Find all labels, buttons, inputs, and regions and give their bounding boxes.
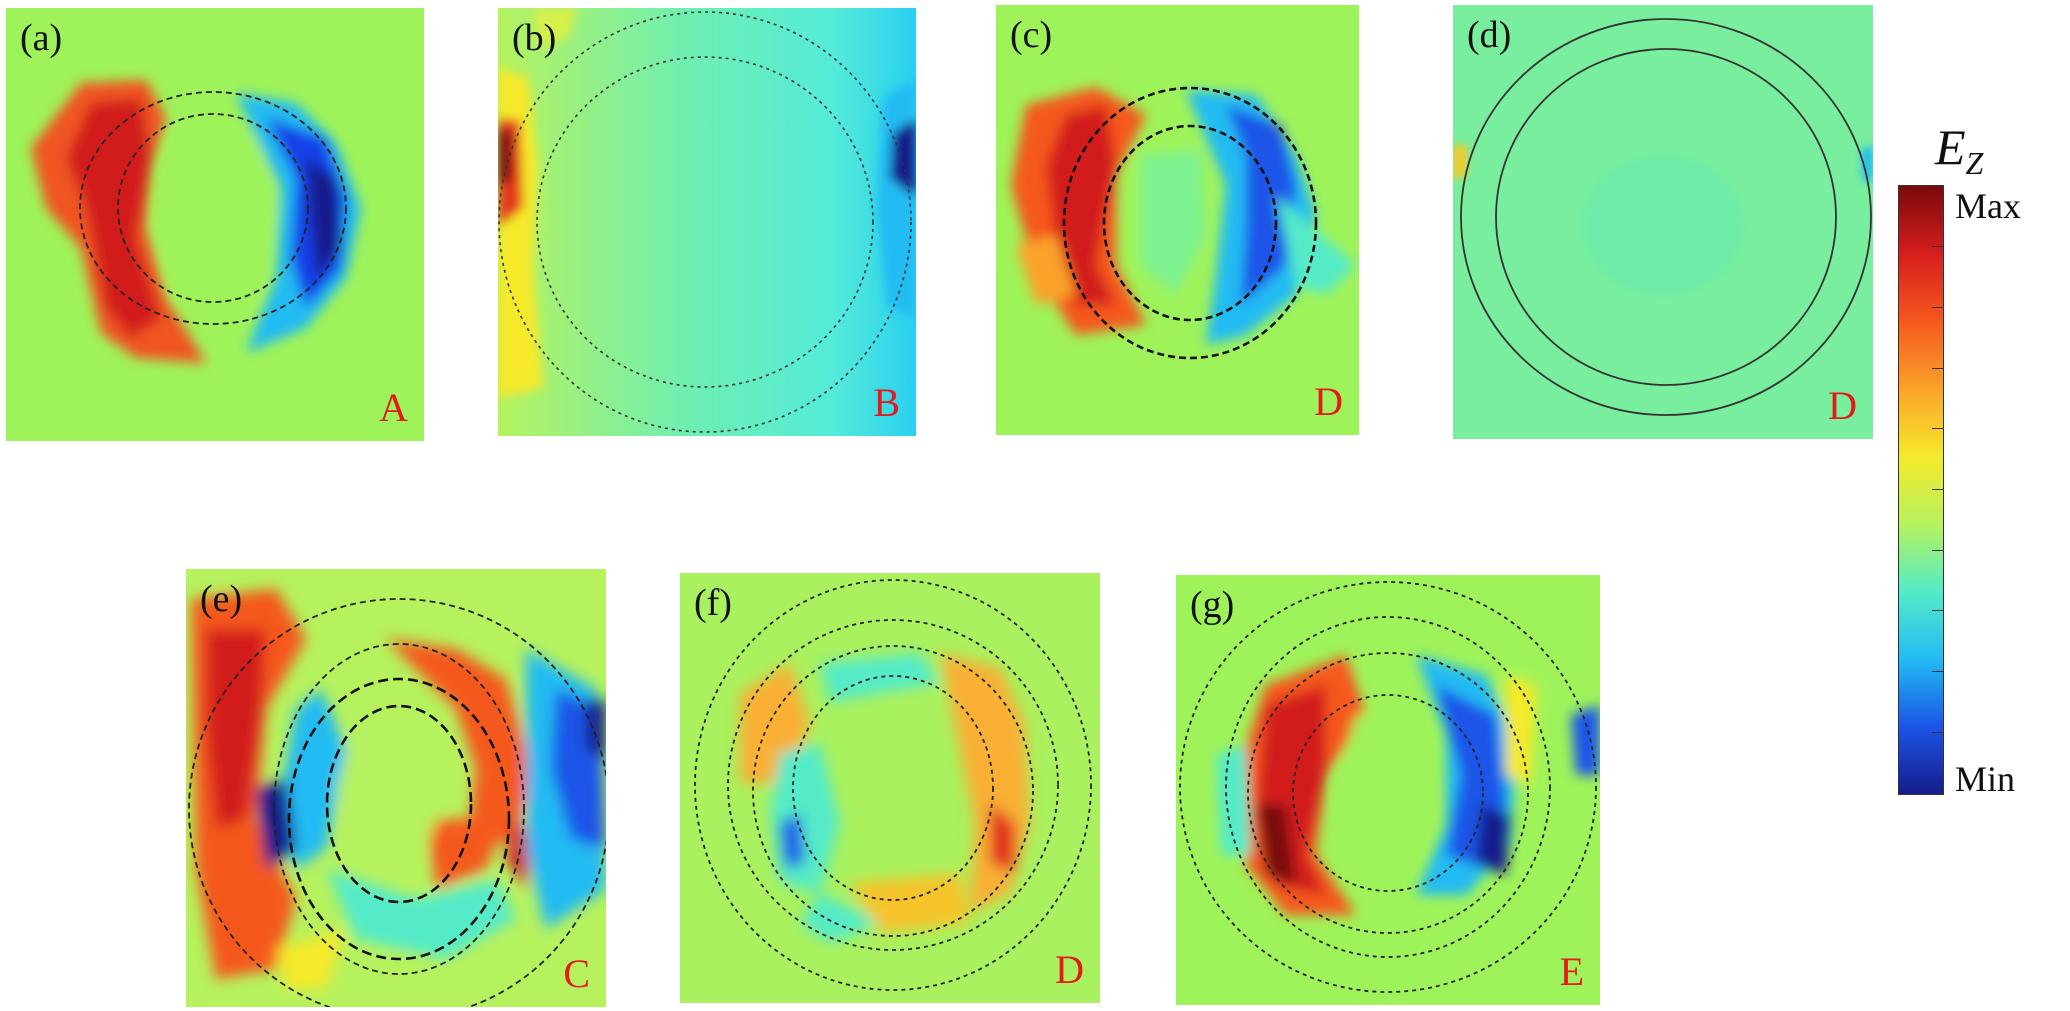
panel-label: (f)	[694, 582, 732, 624]
field-panel-f: (f) D	[680, 573, 1100, 1003]
field-map-b	[498, 8, 916, 436]
colorbar-tick	[1932, 307, 1943, 308]
colorbar-title: EZ	[1935, 118, 1983, 182]
field-map-g	[1176, 575, 1600, 1005]
field-map-d	[1453, 5, 1873, 439]
panel-label: (c)	[1010, 14, 1053, 56]
colorbar-tick	[1932, 489, 1943, 490]
corner-label: D	[1055, 947, 1084, 992]
field-panel-g: (g) E	[1176, 575, 1600, 1005]
field-map-a	[6, 8, 424, 441]
corner-label: D	[1314, 379, 1343, 424]
colorbar-title-main: E	[1935, 119, 1966, 175]
field-panel-a: (a) A	[6, 8, 424, 441]
colorbar-tick	[1932, 246, 1943, 247]
field-panel-b: (b) B	[498, 8, 916, 436]
colorbar-tick	[1932, 550, 1943, 551]
field-map-e	[186, 569, 606, 1007]
corner-label: E	[1559, 949, 1584, 994]
field-panel-c: (c) D	[996, 5, 1359, 435]
corner-label: A	[379, 385, 408, 430]
field-map-c	[996, 5, 1359, 435]
colorbar-min-label: Min	[1955, 759, 2016, 799]
panel-label: (e)	[200, 578, 243, 620]
colorbar-tick	[1932, 671, 1943, 672]
field-panel-d: (d) D	[1453, 5, 1873, 439]
colorbar-tick	[1932, 610, 1943, 611]
field-map-f	[680, 573, 1100, 1003]
corner-label: D	[1828, 383, 1857, 428]
panel-label: (a)	[20, 17, 63, 59]
colorbar-max-label: Max	[1955, 186, 2021, 226]
colorbar-tick	[1932, 428, 1943, 429]
colorbar-title-subscript: Z	[1965, 145, 1984, 181]
corner-label: B	[873, 380, 900, 425]
panel-label: (b)	[512, 17, 557, 59]
panel-label: (d)	[1467, 14, 1512, 56]
colorbar-tick	[1932, 732, 1943, 733]
field-panel-e: (e) C	[186, 569, 606, 1007]
corner-label: C	[563, 951, 590, 996]
colorbar	[1898, 185, 1944, 795]
panel-label: (g)	[1190, 584, 1235, 626]
colorbar-tick	[1932, 368, 1943, 369]
